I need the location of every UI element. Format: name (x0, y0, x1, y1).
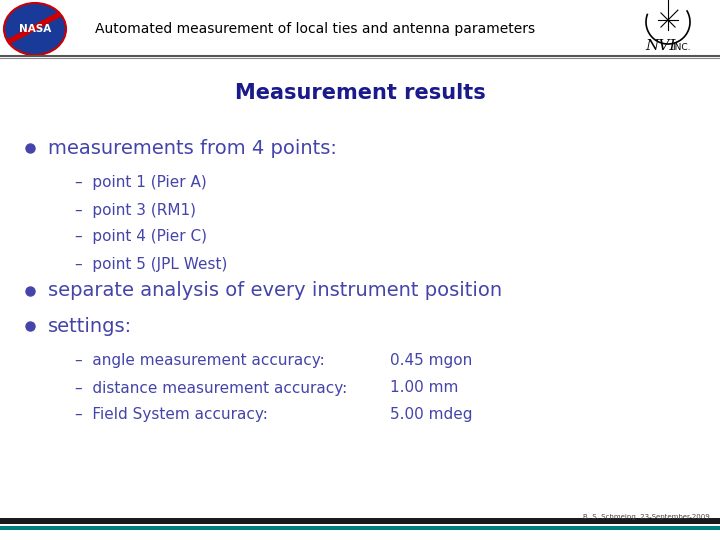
Text: –  point 5 (JPL West): – point 5 (JPL West) (75, 256, 228, 272)
Text: –  angle measurement accuracy:: – angle measurement accuracy: (75, 354, 325, 368)
Bar (0, 526, 720, 530)
Text: –  distance measurement accuracy:: – distance measurement accuracy: (75, 381, 347, 395)
Text: B. S. Schmeing  23-September-2009: B. S. Schmeing 23-September-2009 (583, 514, 710, 520)
Text: measurements from 4 points:: measurements from 4 points: (48, 138, 337, 158)
Text: INC.: INC. (672, 43, 690, 51)
Ellipse shape (4, 3, 66, 55)
Text: 0.45 mgon: 0.45 mgon (390, 354, 472, 368)
Text: NVI: NVI (645, 39, 675, 53)
Text: –  point 3 (RM1): – point 3 (RM1) (75, 202, 196, 218)
Text: NASA: NASA (19, 24, 51, 34)
Bar (0, 0, 720, 58)
Text: settings:: settings: (48, 316, 132, 335)
Text: Measurement results: Measurement results (235, 83, 485, 103)
Text: separate analysis of every instrument position: separate analysis of every instrument po… (48, 281, 502, 300)
Text: –  point 1 (Pier A): – point 1 (Pier A) (75, 176, 207, 191)
Text: –  Field System accuracy:: – Field System accuracy: (75, 408, 268, 422)
Bar (0, 518, 720, 524)
Text: Automated measurement of local ties and antenna parameters: Automated measurement of local ties and … (95, 22, 535, 36)
Text: 1.00 mm: 1.00 mm (390, 381, 459, 395)
Text: –  point 4 (Pier C): – point 4 (Pier C) (75, 230, 207, 245)
Text: 5.00 mdeg: 5.00 mdeg (390, 408, 472, 422)
